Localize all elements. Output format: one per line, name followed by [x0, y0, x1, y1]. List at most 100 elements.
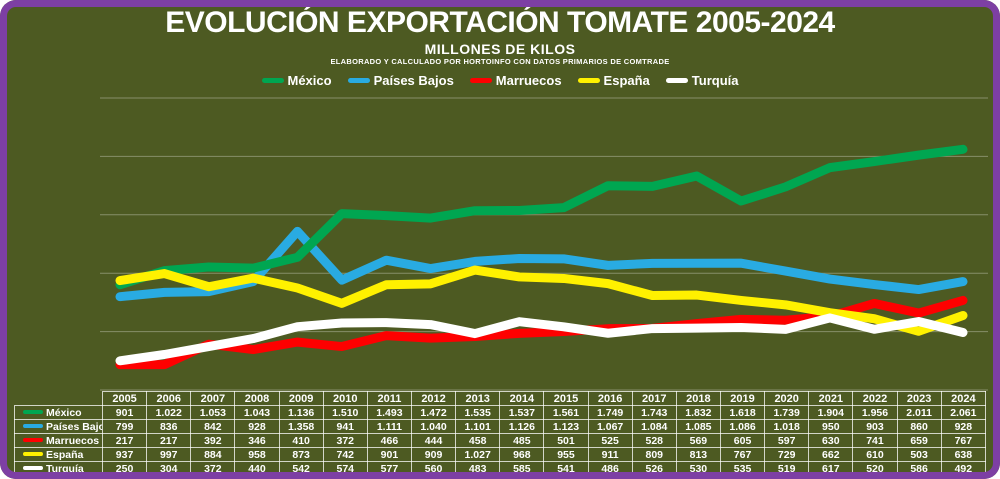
table-row-mexico: México 901 1.022 1.053 1.043 1.136 1.510 1.493 1… — [14, 405, 987, 420]
cell-mexico-2010: 1.510 — [322, 405, 368, 420]
cell-marruecos-2012: 444 — [410, 433, 457, 448]
row-label-espana: España — [14, 447, 103, 462]
cell-turquia-2015: 541 — [543, 461, 589, 476]
chart-subtitle: MILLONES DE KILOS — [424, 41, 576, 57]
row-swatch-icon — [23, 423, 43, 428]
row-swatch-icon — [23, 465, 43, 470]
cell-mexico-2022: 1.956 — [852, 405, 898, 420]
cell-marruecos-2024: 767 — [940, 433, 987, 448]
cell-turquia-2016: 486 — [587, 461, 633, 476]
cell-mexico-2018: 1.832 — [675, 405, 721, 420]
row-swatch-icon — [23, 437, 43, 442]
cell-espana-2006: 997 — [146, 447, 192, 462]
cell-turquia-2005: 250 — [101, 461, 148, 476]
row-label-mexico: México — [14, 405, 103, 420]
cell-paises-bajos-2011: 1.111 — [366, 419, 412, 434]
cell-paises-bajos-2006: 836 — [146, 419, 192, 434]
cell-marruecos-2020: 597 — [764, 433, 810, 448]
cell-marruecos-2010: 372 — [322, 433, 368, 448]
cell-mexico-2012: 1.472 — [410, 405, 457, 420]
cell-espana-2017: 809 — [631, 447, 677, 462]
cell-espana-2010: 742 — [322, 447, 368, 462]
cell-turquia-2014: 585 — [499, 461, 545, 476]
legend-label: México — [287, 72, 332, 88]
cell-paises-bajos-2012: 1.040 — [410, 419, 457, 434]
cell-espana-2011: 901 — [366, 447, 412, 462]
cell-marruecos-2006: 217 — [146, 433, 192, 448]
cell-turquia-2007: 372 — [190, 461, 236, 476]
cell-marruecos-2023: 659 — [896, 433, 942, 448]
year-header-2020: 2020 — [764, 391, 810, 406]
cell-marruecos-2022: 741 — [852, 433, 898, 448]
cell-paises-bajos-2021: 950 — [808, 419, 854, 434]
cell-turquia-2022: 520 — [852, 461, 898, 476]
year-header-2013: 2013 — [455, 391, 501, 406]
cell-marruecos-2013: 458 — [455, 433, 501, 448]
cell-espana-2008: 958 — [234, 447, 280, 462]
cell-paises-bajos-2007: 842 — [190, 419, 236, 434]
cell-espana-2022: 610 — [852, 447, 898, 462]
data-table: 2005 2006 2007 2008 2009 2010 2011 2012 2013 2014… — [14, 391, 987, 476]
table-row-espana: España 937 997 884 958 873 742 901 909 1.027 968 95… — [14, 447, 987, 462]
cell-espana-2012: 909 — [410, 447, 457, 462]
year-header-2008: 2008 — [234, 391, 280, 406]
legend-label: España — [603, 72, 650, 88]
row-label-turquia: Turquía — [14, 461, 103, 476]
year-header-2005: 2005 — [101, 391, 148, 406]
row-swatch-icon — [23, 409, 43, 414]
cell-espana-2024: 638 — [940, 447, 987, 462]
year-header-2010: 2010 — [322, 391, 368, 406]
cell-turquia-2023: 586 — [896, 461, 942, 476]
year-header-2012: 2012 — [410, 391, 457, 406]
legend-swatch-icon — [577, 77, 600, 83]
cell-mexico-2008: 1.043 — [234, 405, 280, 420]
cell-espana-2015: 955 — [543, 447, 589, 462]
cell-marruecos-2017: 528 — [631, 433, 677, 448]
cell-mexico-2023: 2.011 — [896, 405, 942, 420]
cell-espana-2014: 968 — [499, 447, 545, 462]
cell-mexico-2024: 2.061 — [940, 405, 987, 420]
cell-mexico-2014: 1.537 — [499, 405, 545, 420]
year-header-2011: 2011 — [366, 391, 412, 406]
cell-turquia-2019: 535 — [719, 461, 766, 476]
cell-mexico-2019: 1.618 — [719, 405, 766, 420]
table-header-row: 2005 2006 2007 2008 2009 2010 2011 2012 2013 2014… — [14, 391, 987, 406]
cell-paises-bajos-2023: 860 — [896, 419, 942, 434]
cell-espana-2007: 884 — [190, 447, 236, 462]
cell-turquia-2018: 530 — [675, 461, 721, 476]
cell-marruecos-2014: 485 — [499, 433, 545, 448]
cell-paises-bajos-2017: 1.084 — [631, 419, 677, 434]
cell-mexico-2006: 1.022 — [146, 405, 192, 420]
cell-mexico-2007: 1.053 — [190, 405, 236, 420]
legend-item-paises-bajos: Países Bajos — [347, 73, 454, 88]
legend-item-mexico: México — [261, 72, 332, 88]
cell-espana-2005: 937 — [101, 447, 148, 462]
year-header-2009: 2009 — [278, 391, 324, 406]
year-header-2018: 2018 — [675, 391, 721, 406]
year-header-2016: 2016 — [587, 391, 633, 406]
year-header-2024: 2024 — [940, 391, 987, 406]
table-corner-cell — [14, 391, 103, 406]
legend-label: Marruecos — [495, 72, 562, 88]
cell-marruecos-2019: 605 — [719, 433, 766, 448]
cell-mexico-2011: 1.493 — [366, 405, 412, 420]
page-title: EVOLUCIÓN EXPORTACIÓN TOMATE 2005-2024 — [165, 6, 835, 39]
legend-swatch-icon — [469, 77, 492, 83]
cell-paises-bajos-2016: 1.067 — [587, 419, 633, 434]
table-row-marruecos: Marruecos 217 217 392 346 410 372 466 444 458 485 5… — [14, 433, 987, 448]
row-label-marruecos: Marruecos — [14, 433, 103, 448]
cell-paises-bajos-2015: 1.123 — [543, 419, 589, 434]
year-header-2022: 2022 — [852, 391, 898, 406]
cell-paises-bajos-2014: 1.126 — [499, 419, 545, 434]
cell-turquia-2010: 574 — [322, 461, 368, 476]
cell-paises-bajos-2010: 941 — [322, 419, 368, 434]
year-header-2014: 2014 — [499, 391, 545, 406]
cell-espana-2019: 767 — [719, 447, 766, 462]
cell-espana-2013: 1.027 — [455, 447, 501, 462]
legend: México Países Bajos Marruecos España Turquía — [0, 70, 1000, 90]
cell-espana-2009: 873 — [278, 447, 324, 462]
cell-paises-bajos-2009: 1.358 — [278, 419, 324, 434]
cell-turquia-2024: 492 — [940, 461, 987, 476]
cell-paises-bajos-2024: 928 — [940, 419, 987, 434]
